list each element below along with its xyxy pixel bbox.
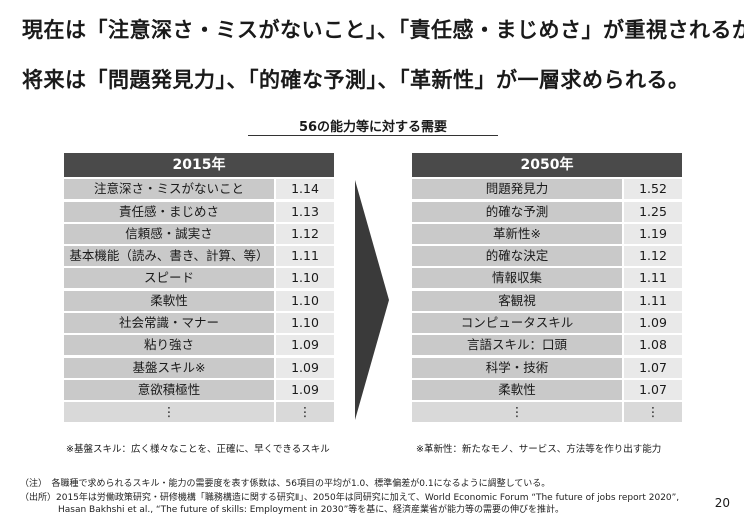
table-row: 科学・技術 1.07 [412, 357, 682, 378]
value-cell: 1.10 [276, 268, 334, 289]
skill-cell: コンピュータスキル [412, 313, 622, 334]
note-innovation: ※革新性：新たなモノ、サービス、方法等を作り出す能力 [416, 444, 662, 455]
table-row: コンピュータスキル 1.09 [412, 313, 682, 334]
skill-cell: 柔軟性 [64, 290, 274, 311]
value-cell: 1.12 [624, 246, 682, 267]
footnote-note: （注） 各職種で求められるスキル・能力の需要度を表す係数は、56項目の平均が1.… [20, 479, 551, 489]
table-2050-header: 2050年 [412, 153, 682, 177]
note-basic-skills: ※基盤スキル：広く様々なことを、正確に、早くできるスキル [66, 444, 330, 455]
footnote-source-1: （出所）2015年は労働政策研究・研修機構「職務構造に関する研究Ⅱ」、2050年… [20, 493, 680, 503]
skill-cell: 基本機能（読み、書き、計算、等） [64, 246, 274, 267]
table-row: 注意深さ・ミスがないこと 1.14 [64, 179, 334, 200]
skill-cell: 科学・技術 [412, 357, 622, 378]
value-cell: 1.07 [624, 357, 682, 378]
value-cell: ⋮ [276, 402, 334, 423]
value-cell: 1.09 [624, 313, 682, 334]
skill-cell: ⋮ [64, 402, 274, 423]
value-cell: 1.11 [624, 268, 682, 289]
value-cell: 1.09 [276, 335, 334, 356]
value-cell: 1.08 [624, 335, 682, 356]
subtitle-underline [248, 135, 498, 136]
value-cell: 1.10 [276, 313, 334, 334]
table-row: 社会常識・マナー 1.10 [64, 313, 334, 334]
table-row: 責任感・まじめさ 1.13 [64, 201, 334, 222]
value-cell: 1.11 [276, 246, 334, 267]
table-2015-header: 2015年 [64, 153, 334, 177]
value-cell: 1.13 [276, 201, 334, 222]
skill-cell: 的確な予測 [412, 201, 622, 222]
table-row: ⋮ ⋮ [412, 402, 682, 423]
value-cell: 1.25 [624, 201, 682, 222]
table-2050: 2050年 問題発見力 1.52 的確な予測 1.25 革新性※ 1.19 的確な決定 1.1… [412, 153, 682, 423]
table-row: 信頼感・誠実さ 1.12 [64, 223, 334, 244]
skill-cell: 問題発見力 [412, 179, 622, 200]
table-row: 基盤スキル※ 1.09 [64, 357, 334, 378]
table-2015: 2015年 注意深さ・ミスがないこと 1.14 責任感・まじめさ 1.13 信頼感・誠実… [64, 153, 334, 423]
value-cell: 1.14 [276, 179, 334, 200]
skill-cell: 粘り強さ [64, 335, 274, 356]
skill-cell: 柔軟性 [412, 379, 622, 400]
skill-cell: スピード [64, 268, 274, 289]
skill-cell: 責任感・まじめさ [64, 201, 274, 222]
footnote-source-2: Hasan Bakhshi et al., “The future of ski… [58, 505, 564, 515]
table-row: ⋮ ⋮ [64, 402, 334, 423]
table-row: 粘り強さ 1.09 [64, 335, 334, 356]
table-row: 客観視 1.11 [412, 290, 682, 311]
skill-cell: 社会常識・マナー [64, 313, 274, 334]
skill-cell: 信頼感・誠実さ [64, 223, 274, 244]
table-row: 的確な決定 1.12 [412, 246, 682, 267]
skill-cell: 情報収集 [412, 268, 622, 289]
skill-cell: 革新性※ [412, 223, 622, 244]
value-cell: 1.09 [276, 379, 334, 400]
value-cell: ⋮ [624, 402, 682, 423]
skill-cell: 客観視 [412, 290, 622, 311]
value-cell: 1.09 [276, 357, 334, 378]
skill-cell: 基盤スキル※ [64, 357, 274, 378]
skill-cell: ⋮ [412, 402, 622, 423]
value-cell: 1.52 [624, 179, 682, 200]
table-row: 柔軟性 1.10 [64, 290, 334, 311]
value-cell: 1.19 [624, 223, 682, 244]
table-row: 革新性※ 1.19 [412, 223, 682, 244]
value-cell: 1.07 [624, 379, 682, 400]
value-cell: 1.12 [276, 223, 334, 244]
table-row: スピード 1.10 [64, 268, 334, 289]
table-subtitle: 56の能力等に対する需要 [298, 120, 448, 135]
table-row: 問題発見力 1.52 [412, 179, 682, 200]
value-cell: 1.10 [276, 290, 334, 311]
table-row: 意欲積極性 1.09 [64, 379, 334, 400]
table-row: 柔軟性 1.07 [412, 379, 682, 400]
value-cell: 1.11 [624, 290, 682, 311]
headline-line-2: 将来は「問題発見力」、「的確な予測」、「革新性」が一層求められる。 [22, 68, 690, 92]
skill-cell: 言語スキル：口頭 [412, 335, 622, 356]
table-row: 的確な予測 1.25 [412, 201, 682, 222]
skill-cell: 注意深さ・ミスがないこと [64, 179, 274, 200]
table-row: 基本機能（読み、書き、計算、等） 1.11 [64, 246, 334, 267]
table-row: 情報収集 1.11 [412, 268, 682, 289]
arrow-right-icon [355, 180, 389, 420]
headline-line-1: 現在は「注意深さ・ミスがないこと」、「責任感・まじめさ」が重視されるが、 [22, 18, 744, 42]
skill-cell: 的確な決定 [412, 246, 622, 267]
page-number: 20 [714, 496, 730, 510]
skill-cell: 意欲積極性 [64, 379, 274, 400]
table-row: 言語スキル：口頭 1.08 [412, 335, 682, 356]
